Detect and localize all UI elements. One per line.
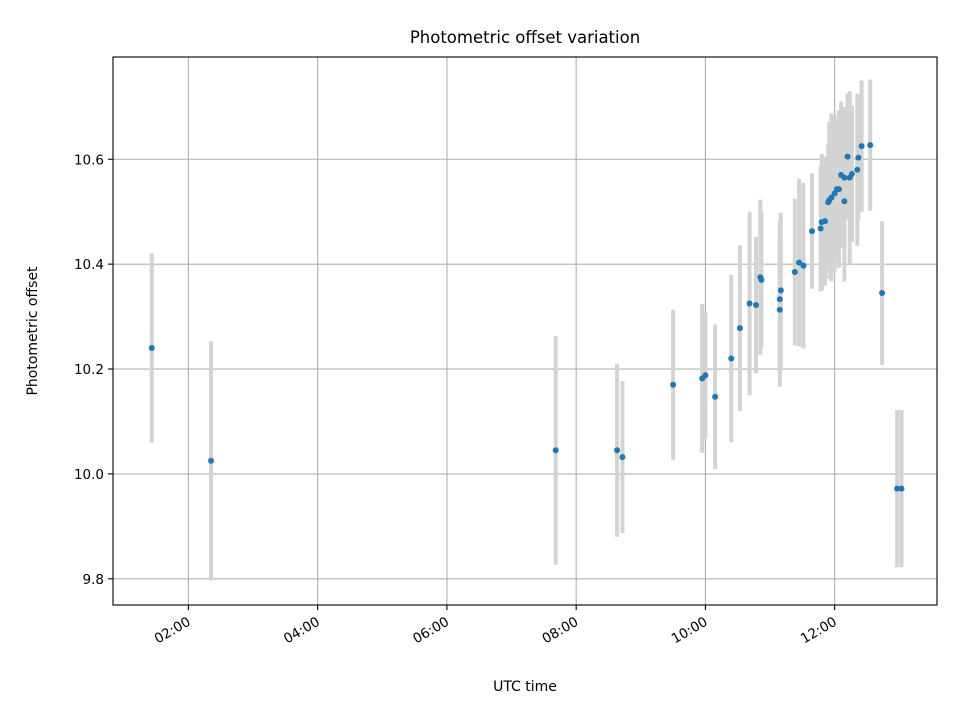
- data-point: [809, 228, 816, 235]
- data-point: [841, 174, 848, 181]
- data-point: [776, 306, 783, 313]
- data-point: [855, 154, 862, 161]
- y-tick-label: 10.6: [74, 152, 104, 168]
- data-point: [670, 381, 677, 388]
- data-point: [619, 454, 626, 461]
- data-point: [848, 170, 855, 177]
- data-point: [835, 186, 842, 193]
- data-point: [898, 485, 905, 492]
- data-point: [800, 262, 807, 269]
- data-points: [148, 142, 905, 492]
- data-point: [148, 345, 155, 352]
- data-point: [817, 225, 824, 232]
- plot-frame: [112, 56, 938, 606]
- plot-area: [113, 57, 937, 605]
- data-point: [841, 198, 848, 205]
- data-point: [828, 194, 835, 201]
- data-point: [791, 269, 798, 276]
- data-point: [736, 325, 743, 332]
- data-point: [702, 372, 709, 379]
- y-axis-label: Photometric offset: [25, 266, 41, 396]
- data-point: [879, 289, 886, 296]
- data-point: [614, 447, 621, 454]
- y-axis-ticks: 9.8 10.0 10.2 10.4 10.6: [74, 152, 113, 588]
- y-tick-label: 10.2: [74, 362, 104, 378]
- x-axis-label: UTC time: [493, 679, 557, 695]
- y-tick-label: 10.4: [74, 257, 104, 273]
- data-point: [844, 153, 851, 160]
- data-point: [854, 166, 861, 173]
- data-point: [746, 300, 753, 307]
- data-point: [796, 259, 803, 266]
- data-point: [858, 143, 865, 150]
- data-point: [821, 218, 828, 225]
- data-point: [894, 485, 901, 492]
- y-tick-label: 10.0: [74, 467, 104, 483]
- data-point: [753, 302, 760, 309]
- data-point: [776, 296, 783, 303]
- chart-title: Photometric offset variation: [410, 28, 640, 47]
- data-point: [712, 393, 719, 400]
- data-point: [867, 142, 874, 149]
- data-point: [552, 447, 559, 454]
- data-point: [208, 457, 215, 464]
- data-point: [777, 287, 784, 294]
- data-point: [728, 355, 735, 362]
- data-point: [758, 276, 765, 283]
- y-tick-label: 9.8: [83, 572, 104, 588]
